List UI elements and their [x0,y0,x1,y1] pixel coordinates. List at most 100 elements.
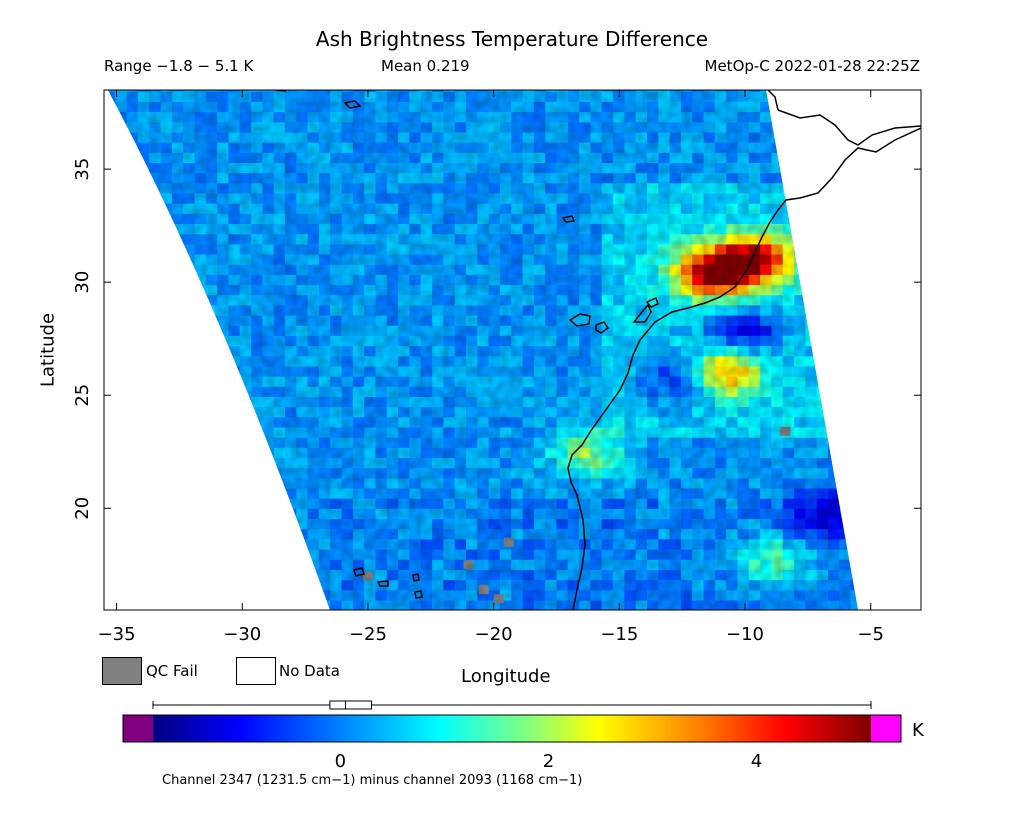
heat-cell [205,467,218,479]
heat-cell [149,213,162,224]
heat-cell [126,345,139,357]
heat-cell [183,315,196,326]
heat-cell [171,416,184,428]
heat-cell [194,447,207,458]
heat-cell [228,447,241,458]
heat-cell [907,112,919,123]
heat-cell [228,549,241,560]
heat-cell [251,457,263,469]
heat-cell [919,183,931,194]
heat-cell [839,345,852,357]
heat-cell [862,335,874,346]
heat-cell [782,162,795,174]
heat-cell [194,477,207,489]
heat-cell [873,386,885,397]
heat-cell [217,559,229,570]
heat-cell [108,284,116,296]
heat-cell [771,91,784,102]
heat-cell [217,365,229,377]
heat-cell [885,559,897,570]
heat-cell [919,91,931,102]
heat-cell [907,91,919,102]
heat-cell [794,101,806,113]
heat-cell [217,386,229,397]
heat-cell [285,518,297,530]
heat-cell [108,101,116,113]
heat-cell [171,487,184,499]
heat-cell [862,183,874,194]
heat-cell [896,580,908,591]
heat-cell [919,498,931,509]
heat-cell [262,467,275,479]
colorbar-underflow [123,715,153,742]
heat-cell [137,192,150,204]
heat-cell [828,345,840,357]
heat-cell [862,386,874,397]
colorbar-frame [122,714,902,743]
heat-cell [160,487,173,499]
heat-cell [239,599,252,610]
heat-cell [885,366,897,377]
heat-cell [839,498,852,509]
heat-cell [919,590,931,601]
heat-cell [896,356,908,367]
heat-cell [862,600,874,611]
heat-cell [149,437,162,448]
heat-cell [228,416,241,428]
heat-cell [862,284,874,295]
heat-cell [149,365,162,377]
heat-cell [183,335,196,347]
heat-cell [171,559,184,570]
heat-cell [839,142,852,153]
heat-cell [862,437,874,448]
heat-cell [205,386,218,397]
heat-cell [828,243,840,255]
heat-cell [126,569,139,581]
heat-cell [839,406,852,418]
heat-cell [896,173,908,184]
heat-cell [896,193,908,204]
heat-cell [239,528,252,540]
heat-cell [828,406,840,418]
heat-cell [115,182,128,194]
heat-cell [296,559,309,570]
heat-cell [273,559,286,570]
heat-cell [862,91,874,102]
heat-cell [862,101,874,112]
heat-cell [108,325,116,336]
heat-cell [108,406,116,418]
heat-cell [919,213,931,224]
heat-cell [126,223,139,235]
heat-cell [262,579,275,591]
heat-cell [115,172,128,184]
heat-cell [896,213,908,224]
heat-cell [115,426,128,438]
heat-cell [183,538,196,550]
heat-cell [896,112,908,123]
heat-cell [160,528,173,540]
heat-cell [907,305,919,316]
heat-cell [137,569,150,581]
heat-cell [205,345,218,357]
heat-cell [850,406,858,418]
heat-cell [239,467,252,479]
heat-cell [171,457,184,469]
heat-cell [108,457,116,469]
heat-cell [794,172,806,184]
island-j [414,590,423,599]
heat-cell [816,152,829,163]
heat-cell [873,417,885,428]
heat-cell [919,162,931,173]
heat-cell [160,498,173,509]
heat-cell [228,599,241,610]
heat-cell [862,478,874,489]
heat-cell [183,508,196,520]
heat-cell [850,365,858,377]
heat-cell [183,569,196,581]
heat-cell [839,284,852,296]
heat-cell [171,345,184,357]
heat-cell [273,528,286,540]
heat-cell [896,315,908,326]
heat-cell [907,101,919,112]
heat-cell [126,447,139,458]
